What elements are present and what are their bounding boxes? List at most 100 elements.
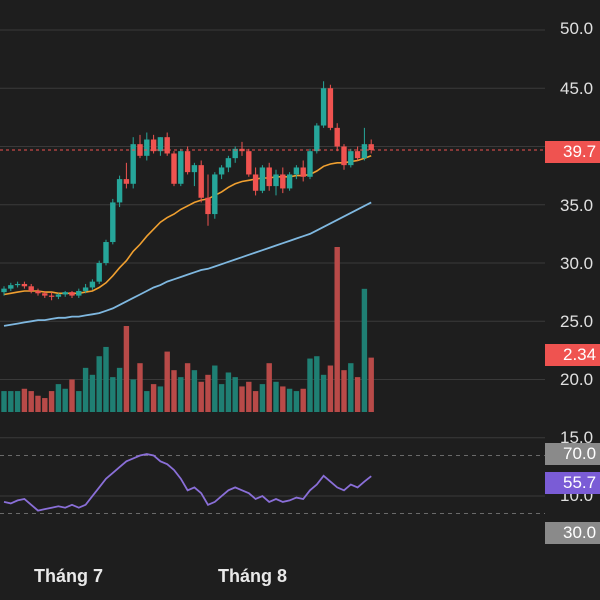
candle-body	[123, 179, 130, 184]
volume-bar	[320, 374, 327, 412]
candle-body	[150, 139, 157, 152]
candle-body	[252, 174, 259, 191]
volume-bar	[8, 391, 14, 412]
candle-body	[293, 167, 300, 175]
candle-body	[307, 151, 313, 177]
candle-body	[286, 174, 293, 189]
volume-bar	[55, 384, 62, 412]
volume-bar	[21, 388, 28, 412]
volume-bar	[225, 372, 232, 412]
candle-body	[42, 293, 48, 296]
candle-body	[144, 139, 150, 156]
volume-bar	[178, 377, 184, 412]
volume-bar	[191, 370, 198, 412]
volume-bar	[89, 374, 96, 412]
volume-bar	[42, 398, 48, 412]
candle-body	[191, 165, 198, 173]
candle-body	[320, 88, 327, 126]
y-tick-label: 50.0	[560, 19, 594, 38]
candle-body	[334, 127, 340, 147]
volume-badge: 2.34	[545, 344, 600, 366]
volume-bar	[103, 346, 109, 412]
candle-body	[205, 197, 211, 215]
volume-bar	[348, 363, 354, 412]
candle-body	[21, 283, 28, 287]
candle-body	[314, 125, 320, 152]
candle-body	[368, 144, 374, 150]
volume-bar	[184, 363, 191, 412]
candle-body	[28, 286, 34, 291]
candle-body	[361, 144, 368, 159]
candle-body	[110, 202, 116, 243]
volume-bar	[69, 379, 75, 412]
y-tick-label: 25.0	[560, 312, 594, 331]
volume-bar	[144, 391, 150, 412]
volume-bar	[341, 370, 347, 412]
volume-bar	[361, 288, 368, 412]
candle-body	[62, 292, 68, 295]
volume-bar	[327, 365, 334, 412]
y-tick-label: 15.0	[560, 428, 594, 447]
candle-body	[8, 285, 14, 289]
volume-bar	[28, 391, 34, 412]
volume-bar	[307, 358, 313, 412]
volume-bar	[232, 377, 238, 412]
candle-body	[171, 153, 177, 184]
volume-bar	[368, 357, 374, 412]
candle-body	[82, 287, 89, 291]
volume-bar	[82, 367, 89, 412]
volume-bar	[123, 326, 130, 412]
candle-body	[14, 283, 21, 286]
volume-bar	[76, 391, 82, 412]
volume-bar	[48, 391, 55, 412]
candle-body	[212, 174, 218, 215]
candle-body	[103, 242, 109, 263]
volume-bar	[157, 386, 164, 412]
volume-bar	[246, 381, 252, 412]
volume-bar	[110, 377, 116, 412]
x-label-july: Tháng 7	[34, 566, 104, 586]
candle-body	[35, 290, 41, 294]
volume-bar	[130, 379, 136, 412]
volume-bar	[286, 388, 293, 412]
candle-body	[300, 167, 306, 177]
y-tick-label: 20.0	[560, 370, 594, 389]
rsi-value-badge: 55.7	[545, 472, 600, 494]
y-tick-label: 30.0	[560, 254, 594, 273]
volume-bar	[354, 377, 361, 412]
candle-body	[130, 144, 136, 184]
y-tick-label: 35.0	[560, 196, 594, 215]
candle-body	[246, 151, 252, 175]
candle-body	[48, 295, 55, 297]
candle-body	[69, 292, 75, 296]
x-label-august: Tháng 8	[218, 566, 288, 586]
volume-bar	[300, 388, 306, 412]
volume-bar	[273, 381, 279, 412]
candle-body	[280, 174, 286, 189]
candle-body	[55, 294, 62, 297]
rsi-line	[3, 453, 372, 512]
volume-bar	[212, 365, 218, 412]
volume-bar	[280, 386, 286, 412]
rsi-lower-badge: 30.0	[545, 522, 600, 544]
volume-bar	[252, 391, 259, 412]
candle-body	[184, 151, 191, 173]
candle-body	[89, 281, 96, 288]
ma-slow-line	[3, 201, 372, 327]
candle-body	[1, 288, 7, 293]
candle-body	[259, 167, 266, 191]
volume-bar	[62, 388, 68, 412]
candle-body	[348, 151, 354, 166]
candle-body	[96, 263, 102, 282]
volume-bar	[96, 356, 102, 412]
volume-bar	[334, 247, 340, 412]
volume-bar	[205, 374, 211, 412]
candle-body	[273, 174, 279, 187]
candle-body	[198, 165, 204, 198]
candle-body	[116, 179, 123, 203]
candle-body	[266, 167, 272, 187]
volume-bar	[137, 363, 143, 412]
volume-bar	[1, 391, 7, 412]
